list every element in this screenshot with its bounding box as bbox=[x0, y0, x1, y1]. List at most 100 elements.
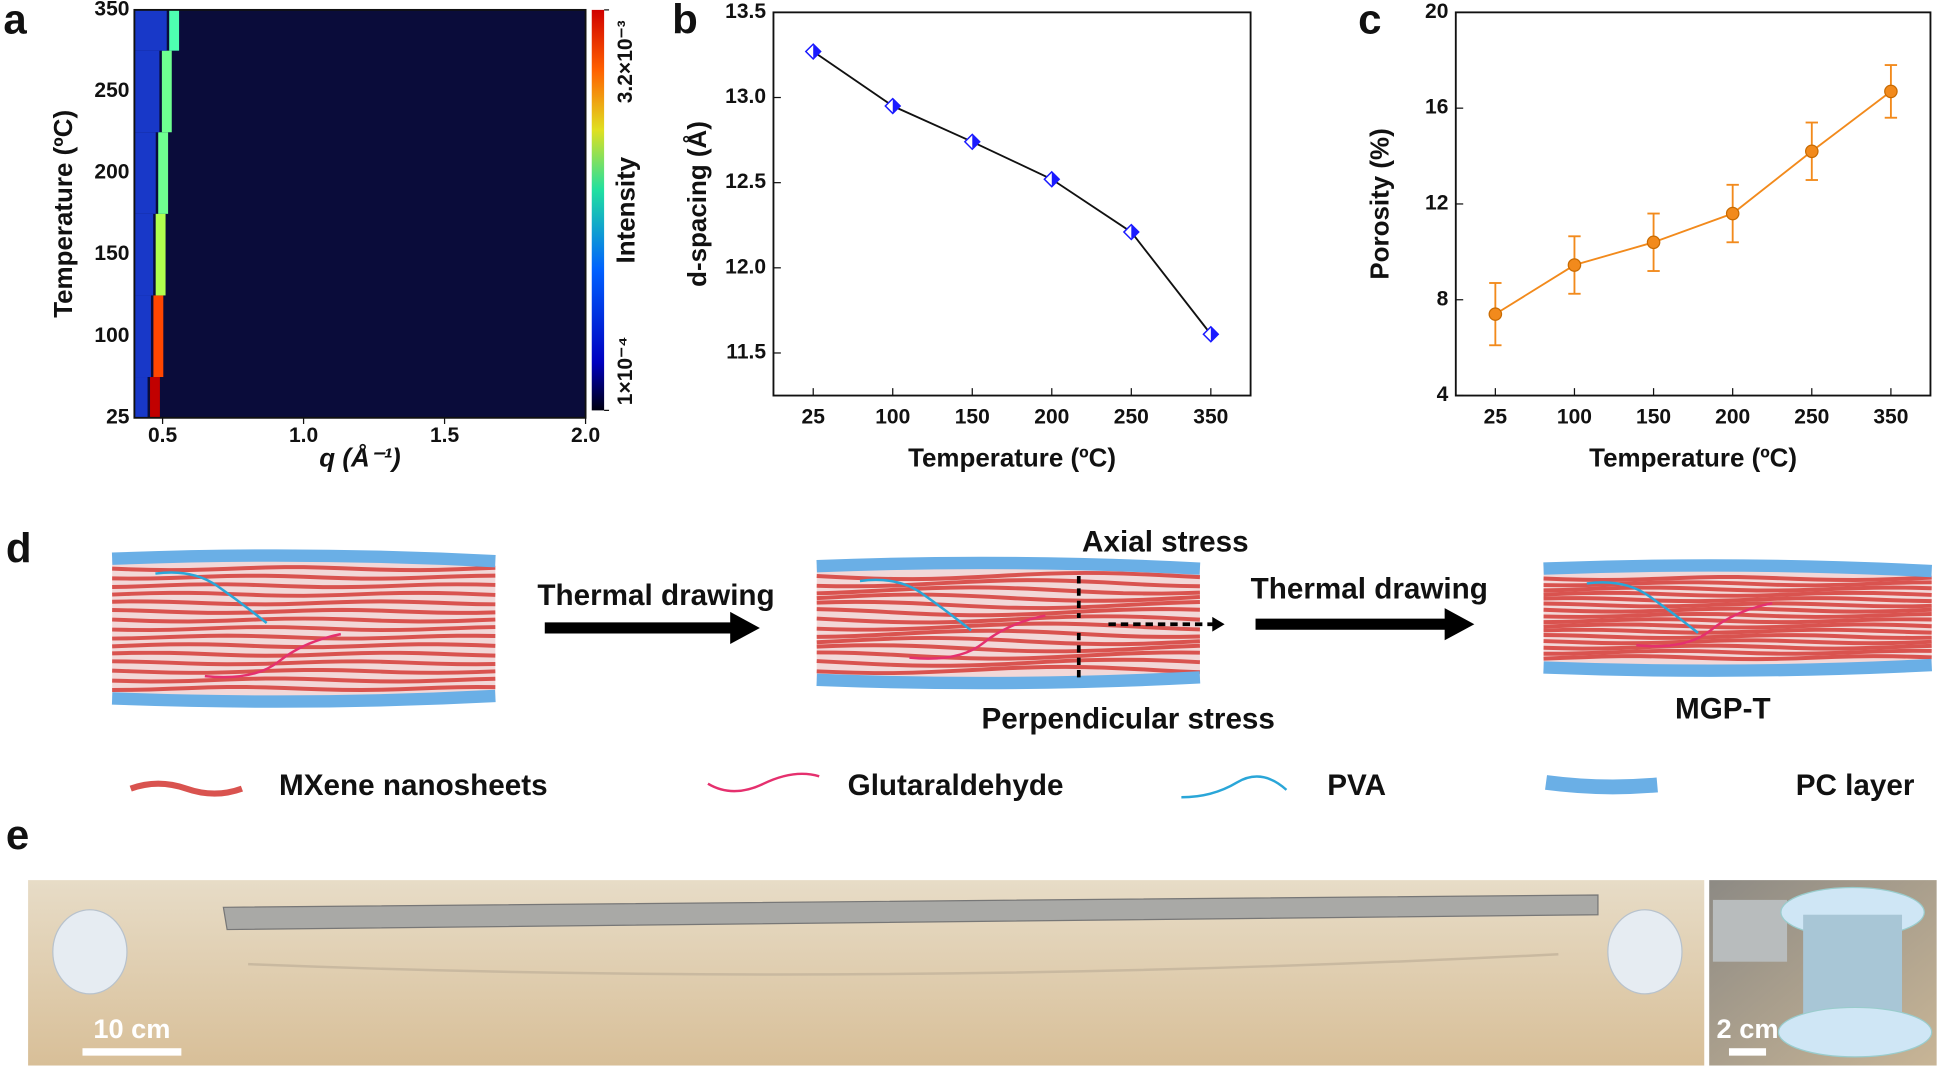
arrowhead bbox=[1212, 616, 1225, 632]
arrowhead bbox=[1444, 608, 1475, 641]
mxene-sheet bbox=[112, 616, 496, 624]
mxene-sheet bbox=[1543, 580, 1932, 588]
ruler bbox=[222, 894, 1599, 931]
mxene-sheet bbox=[112, 650, 496, 658]
legend-pc bbox=[1545, 775, 1658, 795]
marker bbox=[1646, 235, 1661, 250]
glutaraldehyde bbox=[204, 632, 342, 679]
pc-layer bbox=[1543, 559, 1933, 578]
pc-layer bbox=[111, 689, 496, 708]
x-tick-label: 100 bbox=[1557, 405, 1592, 428]
x-tick-label: 200 bbox=[1715, 405, 1750, 428]
y-tick-label: 250 bbox=[94, 79, 129, 102]
line bbox=[812, 50, 1212, 335]
mxene-sheet bbox=[1543, 627, 1932, 635]
colorbar-tick-label: 3.2×10⁻³ bbox=[614, 20, 637, 103]
step-label: Thermal drawing bbox=[1251, 573, 1488, 606]
scale-label: 2 cm bbox=[1717, 1013, 1779, 1044]
peak-stripe bbox=[158, 132, 169, 214]
mxene-sheet bbox=[1543, 643, 1932, 651]
frame bbox=[133, 8, 587, 419]
mxene-sheet bbox=[1543, 606, 1932, 614]
marker-half bbox=[1210, 326, 1219, 342]
panel-label: b bbox=[672, 0, 698, 42]
pc-layer bbox=[111, 549, 496, 568]
frame bbox=[1454, 11, 1932, 397]
mxene-sheet bbox=[1543, 654, 1932, 662]
y-tick-label: 13.0 bbox=[725, 85, 766, 108]
y-tick-label: 13.5 bbox=[725, 0, 766, 23]
frame bbox=[772, 11, 1252, 397]
background-band bbox=[134, 132, 156, 214]
x-tick-label: 100 bbox=[875, 405, 910, 428]
mxene-sheet bbox=[112, 573, 496, 581]
legend-glutaraldehyde bbox=[707, 772, 820, 793]
mxene-sheet bbox=[816, 643, 1200, 654]
mxene-sheet bbox=[816, 614, 1201, 625]
y-tick-label: 12 bbox=[1425, 192, 1448, 215]
mxene-sheet bbox=[816, 650, 1200, 661]
mxene-sheet bbox=[1543, 648, 1932, 656]
panel-label: a bbox=[3, 0, 27, 42]
mxene-sheet bbox=[816, 628, 1200, 639]
legend-label: PC layer bbox=[1796, 769, 1915, 802]
x-tick-label: 2.0 bbox=[571, 424, 600, 447]
x-axis-label: Temperature (ºC) bbox=[1589, 445, 1797, 473]
mxene-sheet bbox=[112, 590, 496, 598]
fiber bbox=[248, 953, 1559, 976]
pva bbox=[1586, 581, 1699, 634]
mxene-sheet bbox=[816, 585, 1200, 596]
mxene-sheet bbox=[1543, 633, 1932, 640]
pc-layer bbox=[816, 556, 1201, 575]
x-axis-label: Temperature (ºC) bbox=[908, 445, 1116, 473]
x-tick-label: 25 bbox=[802, 405, 826, 428]
colorbar-tick-label: 1×10⁻⁴ bbox=[614, 336, 637, 405]
glutaraldehyde bbox=[1636, 602, 1773, 648]
legend-pva bbox=[1181, 775, 1288, 799]
x-tick-label: 1.5 bbox=[430, 424, 460, 447]
mxene-sheet bbox=[816, 635, 1201, 647]
marker bbox=[1884, 84, 1898, 99]
mxene-sheet bbox=[1543, 622, 1932, 630]
y-axis-label: Temperature (ºC) bbox=[50, 110, 78, 318]
photo: 10 cm 2 cm bbox=[28, 880, 1937, 1066]
scale-bar bbox=[82, 1048, 182, 1056]
mxene-sheet bbox=[112, 659, 496, 667]
pva bbox=[859, 578, 973, 632]
pc-layer bbox=[816, 671, 1201, 690]
background-band bbox=[134, 50, 160, 133]
mxene-sheet bbox=[816, 664, 1200, 676]
mxene-sheet bbox=[112, 633, 496, 641]
y-tick-label: 8 bbox=[1437, 287, 1449, 310]
peak-stripe bbox=[169, 9, 180, 51]
peak-stripe bbox=[150, 377, 160, 418]
x-tick-label: 200 bbox=[1034, 405, 1069, 428]
mxene-sheet bbox=[1543, 596, 1932, 604]
mxene-sheet bbox=[112, 685, 496, 692]
mxene-sheet bbox=[816, 607, 1200, 618]
background-band bbox=[134, 295, 151, 378]
stress-label: Axial stress bbox=[1082, 526, 1249, 559]
stress-label: Perpendicular stress bbox=[982, 702, 1275, 735]
glutaraldehyde bbox=[909, 614, 1046, 660]
marker-half bbox=[892, 98, 901, 114]
y-tick-label: 20 bbox=[1425, 0, 1448, 23]
schematic bbox=[111, 549, 1933, 799]
pva bbox=[155, 571, 268, 624]
colorbar bbox=[591, 9, 605, 411]
mxene-sheet bbox=[112, 676, 496, 684]
x-tick-label: 350 bbox=[1873, 405, 1908, 428]
scale-label: 10 cm bbox=[93, 1013, 170, 1044]
mxene-sheet bbox=[112, 667, 496, 675]
marker bbox=[1567, 258, 1582, 272]
legend-label: MXene nanosheets bbox=[279, 769, 548, 802]
mxene-sheet bbox=[1543, 601, 1932, 609]
colorbar-label: Intensity bbox=[612, 156, 640, 263]
x-tick-label: 150 bbox=[955, 405, 990, 428]
x-tick-label: 350 bbox=[1193, 405, 1228, 428]
marker bbox=[1488, 307, 1503, 321]
panel-label: c bbox=[1358, 0, 1381, 42]
marker bbox=[1725, 206, 1740, 221]
mxene-sheet bbox=[816, 599, 1200, 611]
